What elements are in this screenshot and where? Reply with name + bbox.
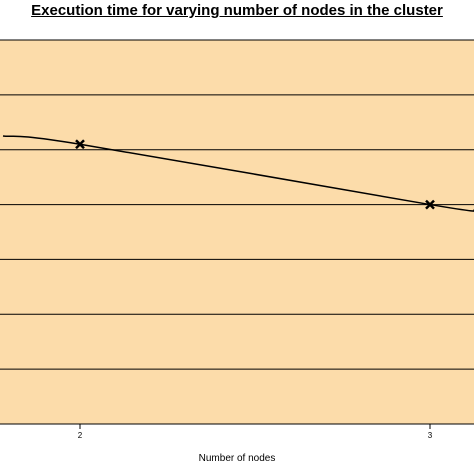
- chart-title: Execution time for varying number of nod…: [31, 2, 443, 19]
- data-point-marker: [425, 199, 435, 210]
- x-axis-label: Number of nodes: [198, 453, 276, 464]
- series-markers: [75, 139, 435, 210]
- series-line: [2, 135, 474, 212]
- x-tick-label: 3: [428, 431, 433, 440]
- data-point-marker: [75, 139, 85, 150]
- grid-lines: [0, 39, 474, 370]
- plot-background: [0, 40, 474, 424]
- x-tick-label: 2: [78, 431, 83, 440]
